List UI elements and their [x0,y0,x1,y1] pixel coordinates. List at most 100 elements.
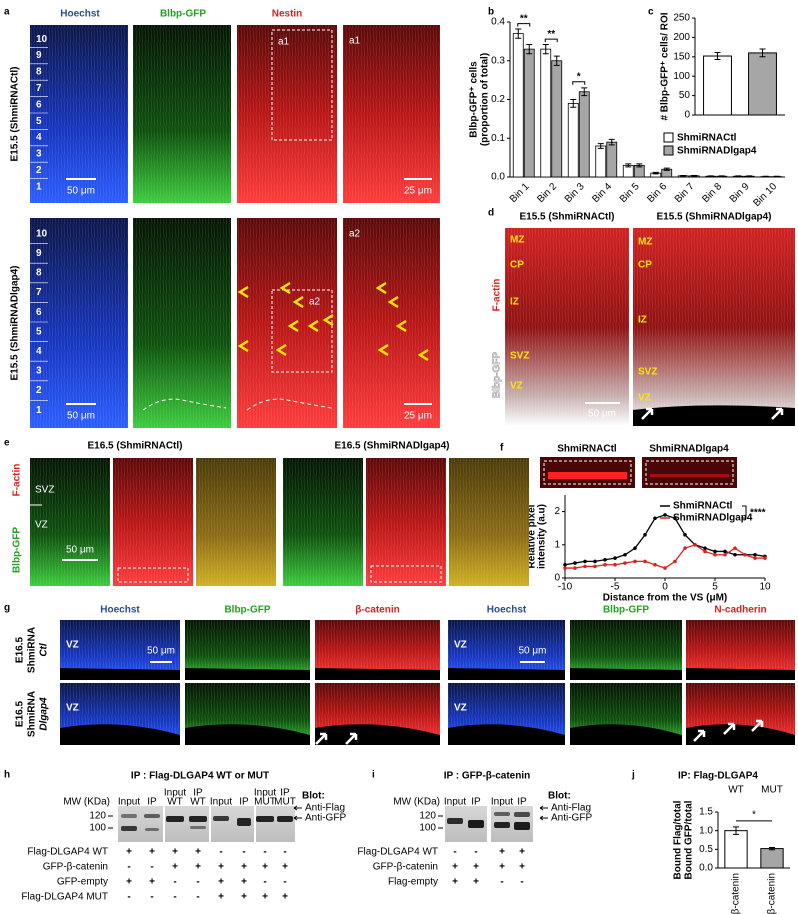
bin-label: 5 [36,326,42,337]
ventricle [315,668,440,680]
condition-sign: + [262,892,268,903]
bar [724,830,748,869]
image-title: E15.5 (ShmiRNACtl) [519,212,614,223]
row-label: E16.5 [15,636,26,663]
point [753,556,757,560]
zone-label: MZ [638,237,652,248]
zone-label: SVZ [510,351,529,362]
zone-label: VZ [454,703,467,714]
point [683,533,687,537]
scale-bar-label: 25 μm [404,186,432,197]
micrograph-texture [133,218,231,428]
y-tick-label: 50 [679,90,691,101]
micrograph-texture [237,25,337,203]
condition-sign: + [262,862,268,873]
arrow [693,729,706,742]
condition-label: Flag-DLGAP4 MUT [21,892,108,903]
y-axis-label: Bound GFP/total [684,800,695,879]
condition-label: Flag-DLGAP4 WT [27,847,108,858]
condition-sign: + [149,877,155,888]
y-axis-label: Blbp-GFP⁺ cells [469,61,480,138]
significance-bracket [742,505,747,519]
lane-label: WT [190,797,206,808]
error-bar [625,163,632,168]
blot-band [514,812,530,817]
point [703,549,707,554]
condition-sign: + [195,847,201,858]
inset-box [117,567,189,583]
point [723,549,727,554]
y-axis-label: Relative pixel [527,504,538,568]
point [763,556,767,560]
blot-arrow [293,815,302,821]
inset-box [271,29,333,141]
condition-sign: + [172,862,178,873]
error-bar [762,175,769,178]
blot-band [514,822,530,830]
zone-label: VZ [66,703,79,714]
micrograph-texture [343,218,440,428]
legend-label: ShmiRNADlgap4 [673,513,753,524]
point [683,546,687,550]
antibody-label: Anti-Flag [551,803,591,814]
arrow [307,319,319,333]
bin-label: 2 [36,165,42,176]
condition-sign: + [519,862,525,873]
bar [567,102,579,178]
point [613,562,617,567]
bin-label: 4 [36,132,42,143]
micrograph-texture [133,25,231,203]
condition-sign: + [218,862,224,873]
micrograph-texture [366,458,446,586]
lane-label: Input [491,797,513,808]
ventricle [633,405,795,426]
arrow [279,281,291,295]
panel-title: IP : Flag-DLGAP4 WT or MUT [131,771,269,782]
lane-label: Input [118,797,140,808]
stain-label: F-actin [12,464,23,497]
error-bar [714,52,721,61]
condition-sign: - [173,877,176,888]
y-tick-label: 2 [554,506,560,517]
micrograph-texture [30,218,128,428]
condition-sign: - [127,862,130,873]
condition-sign: - [196,877,199,888]
panel-letter: a [4,7,10,18]
significance-bracket [517,23,531,27]
row-label: E15.5 (ShmiRNADlgap4) [10,265,21,380]
row-label: Dlgap4 [39,697,50,731]
x-tick-label: β-catenin [767,873,778,914]
blot [165,806,209,842]
bin-label: 10 [36,228,48,239]
row-label: E16.5 [15,700,26,727]
condition-sign: - [453,847,456,858]
ventricle [315,724,440,745]
micrograph-texture [449,458,529,586]
lane-label: Input [254,788,276,799]
bin-label: 3 [36,149,42,160]
significance: * [577,71,581,82]
micrograph-texture [343,25,440,203]
inset-box [370,565,442,583]
point [603,557,607,562]
bar [748,52,777,116]
lane-label: IP [517,797,527,808]
arrow [322,313,334,327]
bin-label: 3 [36,366,42,377]
point [573,566,577,570]
scale-bar-label: 25 μm [404,411,432,422]
y-tick-label: 0.0 [699,863,713,874]
blot-band [190,826,206,829]
error-bar [718,175,725,178]
lane-label: Input [444,797,466,808]
legend-swatch [663,132,674,143]
panel-letter: b [488,7,494,18]
bin-label: 2 [36,385,42,396]
ventricle [686,668,795,680]
arrow [315,732,328,745]
point [653,516,657,521]
micrograph-texture [30,25,128,203]
y-tick-label: 0 [554,573,560,584]
blot-label: Blot: [302,791,325,802]
